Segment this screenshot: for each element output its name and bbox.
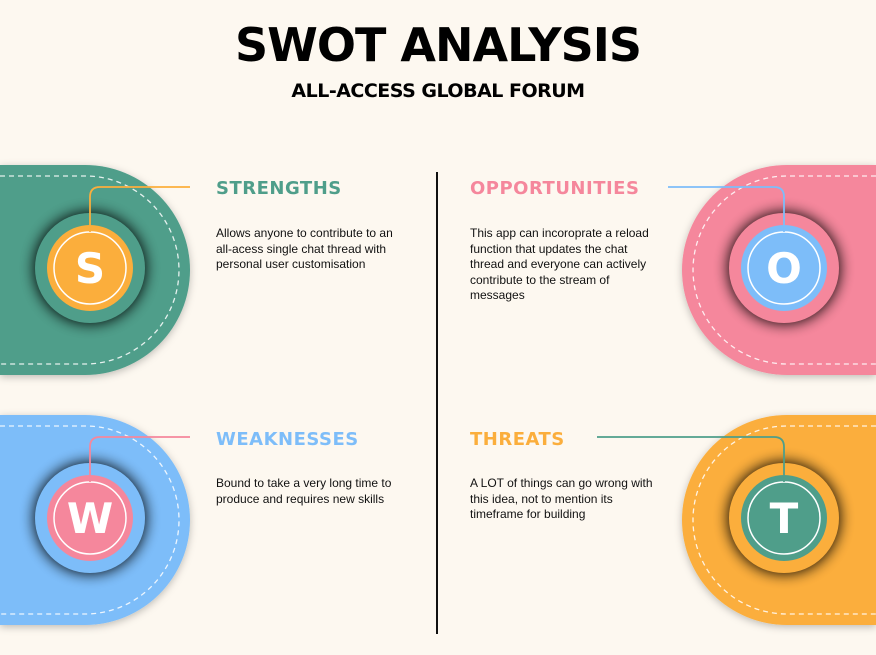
opportunities-letter: O (766, 244, 802, 293)
opportunities-heading: OPPORTUNITIES (470, 178, 640, 199)
opportunities-text: This app can incoroprate a reload functi… (470, 226, 649, 302)
weaknesses-text: Bound to take a very long time to produc… (216, 476, 392, 506)
threats-text: A LOT of things can go wrong with this i… (470, 476, 653, 521)
strengths-letter: S (75, 244, 105, 293)
page-title: SWOT ANALYSIS (235, 18, 642, 72)
strengths-text: Allows anyone to contribute to an all-ac… (216, 226, 393, 271)
weaknesses-panel (0, 415, 190, 625)
weaknesses-heading: WEAKNESSES (216, 429, 359, 450)
threats-panel (597, 415, 876, 625)
strengths-heading: STRENGTHS (216, 178, 342, 199)
threats-heading: THREATS (470, 429, 565, 450)
weaknesses-letter: W (67, 494, 113, 543)
strengths-panel (0, 165, 190, 375)
center-divider (436, 172, 438, 634)
opportunities-panel (668, 165, 876, 375)
page-subtitle: ALL-ACCESS GLOBAL FORUM (291, 80, 585, 102)
threats-letter: T (770, 494, 799, 543)
